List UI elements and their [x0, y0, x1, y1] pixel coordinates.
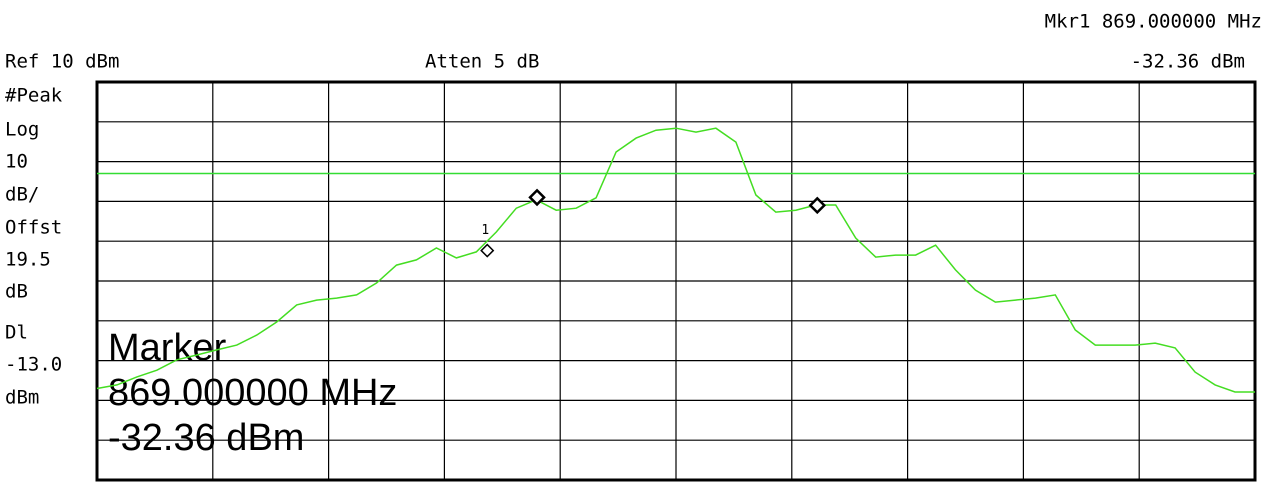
trace	[96, 127, 1255, 393]
scale-label: dB/	[5, 184, 39, 206]
scale-label: Offst	[5, 217, 62, 239]
marker-level: -32.36 dBm	[1131, 51, 1245, 73]
graticule-border	[95, 80, 1257, 482]
display-line-label: -13.0	[5, 354, 62, 376]
display-line-name: Dl	[5, 322, 28, 344]
scale-label: dB	[5, 281, 28, 303]
marker-diamond	[480, 243, 495, 258]
scale-label: 19.5	[5, 249, 51, 271]
marker-diamond	[528, 188, 546, 207]
scale-label: Log	[5, 119, 39, 141]
scale-label: 10	[5, 151, 28, 173]
attenuation: Atten 5 dB	[425, 51, 539, 73]
scale-label: #Peak	[5, 85, 63, 107]
marker-box-frequency: 869.000000 MHz	[108, 372, 397, 414]
marker-box-title: Marker	[108, 327, 227, 369]
marker-readout: Mkr1 869.000000 MHz	[1045, 11, 1262, 33]
marker-number: 1	[481, 223, 489, 238]
reference-level: Ref 10 dBm	[5, 51, 119, 73]
display-line-unit: dBm	[5, 387, 39, 409]
marker-box-level: -32.36 dBm	[108, 417, 304, 459]
marker-diamond	[808, 196, 827, 215]
